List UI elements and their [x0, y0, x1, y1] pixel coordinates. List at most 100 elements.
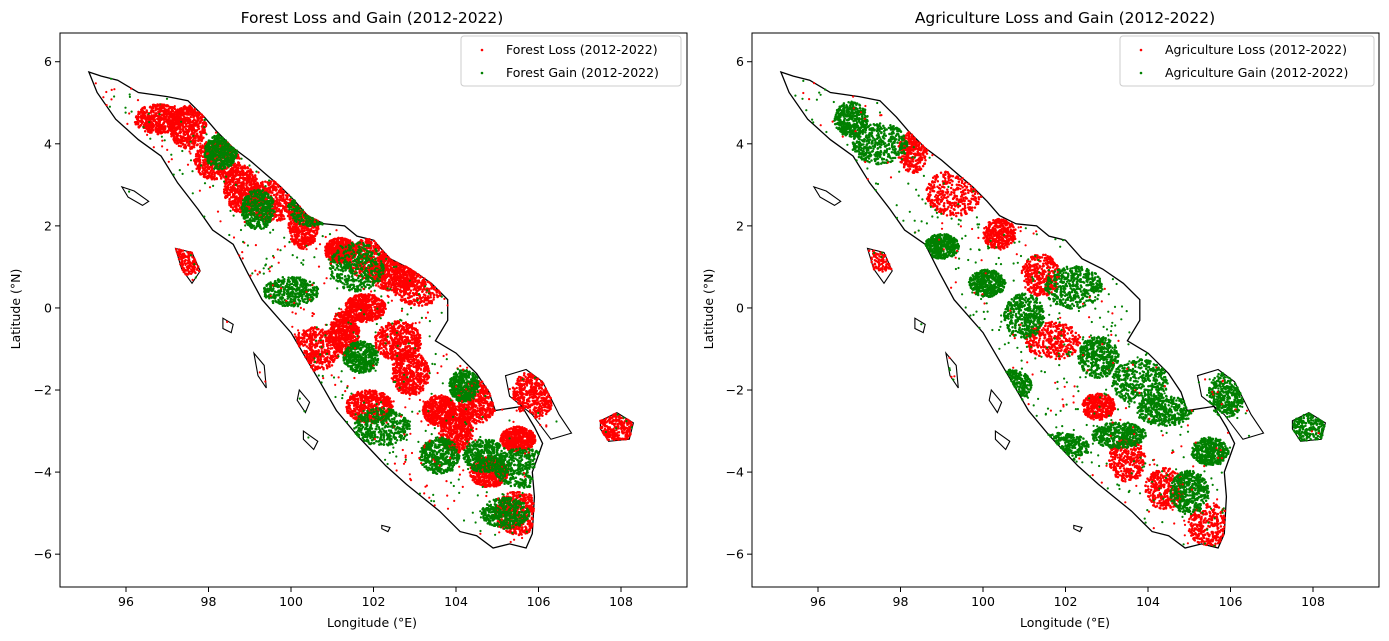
data-point	[232, 193, 236, 197]
data-point	[432, 298, 435, 301]
data-point	[425, 303, 429, 306]
data-point	[183, 133, 187, 137]
data-point	[156, 132, 160, 136]
data-point	[369, 247, 373, 250]
data-point	[424, 280, 427, 284]
data-point	[151, 105, 155, 109]
data-point	[193, 158, 196, 162]
data-point	[264, 180, 267, 183]
data-point	[271, 188, 275, 192]
data-point	[253, 174, 257, 177]
data-point	[196, 117, 200, 120]
data-point	[193, 140, 197, 143]
data-point	[248, 174, 251, 177]
data-point	[253, 178, 256, 181]
data-point	[193, 109, 197, 113]
data-point	[170, 128, 174, 131]
data-point	[171, 120, 174, 124]
data-point	[145, 109, 148, 112]
data-point	[277, 201, 280, 205]
coastline-island	[296, 388, 311, 414]
data-point	[228, 192, 231, 195]
data-point	[192, 114, 196, 118]
data-point	[192, 145, 196, 149]
data-point	[405, 300, 409, 304]
data-point	[329, 251, 332, 255]
data-point	[143, 107, 146, 110]
data-point	[175, 116, 178, 119]
data-point	[156, 129, 160, 132]
data-point	[294, 233, 297, 237]
data-point	[391, 283, 394, 287]
data-point	[411, 282, 414, 286]
data-point	[194, 112, 197, 115]
data-point	[408, 268, 412, 272]
data-point	[196, 166, 200, 170]
data-point	[413, 303, 416, 307]
data-point	[237, 164, 241, 167]
data-point	[420, 275, 423, 278]
data-point	[145, 127, 148, 130]
data-point	[250, 185, 253, 189]
data-point	[255, 182, 258, 186]
data-point	[220, 176, 223, 180]
data-point	[183, 130, 187, 134]
data-point	[213, 171, 217, 175]
data-point	[251, 183, 255, 186]
data-point	[238, 200, 242, 203]
data-point	[260, 184, 264, 187]
data-point	[236, 167, 240, 170]
data-point	[297, 244, 301, 248]
data-point	[149, 129, 153, 133]
data-point	[150, 124, 153, 127]
data-point	[340, 242, 344, 245]
data-point	[309, 234, 312, 238]
data-point	[236, 187, 240, 190]
data-point	[402, 289, 405, 293]
data-point	[395, 262, 398, 266]
data-point	[187, 130, 191, 133]
data-point	[401, 269, 405, 272]
data-point	[162, 117, 165, 121]
data-point	[267, 186, 270, 190]
data-point	[154, 104, 157, 107]
data-point	[432, 293, 436, 297]
data-point	[176, 108, 179, 111]
data-point	[324, 245, 327, 249]
data-point	[201, 144, 204, 147]
data-point	[284, 203, 288, 206]
data-point	[209, 169, 213, 172]
data-point	[213, 178, 216, 181]
data-point	[202, 131, 206, 135]
data-point	[336, 237, 340, 240]
data-point	[420, 304, 424, 307]
data-point	[376, 259, 380, 263]
data-point	[212, 169, 215, 173]
data-point	[186, 133, 190, 137]
data-point	[272, 217, 275, 220]
data-point	[215, 177, 218, 180]
data-point	[195, 119, 199, 123]
data-point	[384, 282, 388, 285]
data-point	[202, 121, 206, 124]
data-point	[414, 276, 418, 280]
data-point	[201, 163, 205, 167]
data-point	[160, 116, 163, 119]
data-point	[312, 229, 315, 233]
data-point	[178, 126, 182, 130]
data-point	[243, 192, 246, 195]
data-point	[275, 208, 278, 212]
data-point	[184, 116, 187, 120]
data-point	[384, 285, 388, 288]
data-point	[266, 181, 270, 184]
data-point	[281, 193, 284, 197]
coastline-island	[302, 430, 319, 451]
data-point	[286, 197, 289, 201]
data-point	[283, 208, 287, 212]
data-point	[237, 177, 241, 181]
data-point	[391, 281, 395, 284]
data-point	[238, 192, 242, 195]
data-point	[232, 175, 235, 179]
data-point	[238, 181, 241, 184]
data-point	[409, 300, 412, 303]
